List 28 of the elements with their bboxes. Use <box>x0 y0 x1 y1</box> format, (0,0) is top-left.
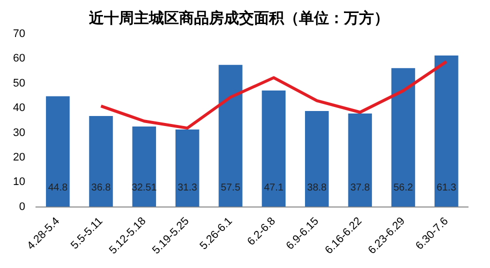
data-label: 57.5 <box>220 182 241 194</box>
data-label: 37.8 <box>350 182 370 194</box>
bar <box>89 116 113 207</box>
y-tick-label: 60 <box>12 52 26 65</box>
bar <box>132 126 156 207</box>
data-label: 38.8 <box>307 182 328 194</box>
bar <box>218 64 242 207</box>
chart-title: 近十周主城区商品房成交面积（单位：万方） <box>88 8 389 27</box>
y-tick-label: 40 <box>12 102 26 114</box>
bar <box>305 111 329 207</box>
data-label: 61.3 <box>436 182 457 194</box>
y-tick-label: 20 <box>12 151 26 164</box>
bar <box>348 113 372 207</box>
bar <box>262 90 286 207</box>
data-label: 47.1 <box>264 182 284 194</box>
bar <box>434 55 458 207</box>
y-tick-label: 50 <box>12 77 26 90</box>
data-label: 56.2 <box>394 182 414 194</box>
y-tick-label: 70 <box>12 28 26 40</box>
y-tick-label: 10 <box>12 176 26 188</box>
bar <box>46 96 70 207</box>
data-label: 36.8 <box>91 182 112 194</box>
bar <box>391 68 416 207</box>
y-tick-label: 0 <box>19 200 26 213</box>
bar <box>175 130 200 207</box>
y-tick-label: 30 <box>12 126 26 139</box>
data-label: 31.3 <box>178 182 198 194</box>
data-label: 44.8 <box>48 182 68 194</box>
